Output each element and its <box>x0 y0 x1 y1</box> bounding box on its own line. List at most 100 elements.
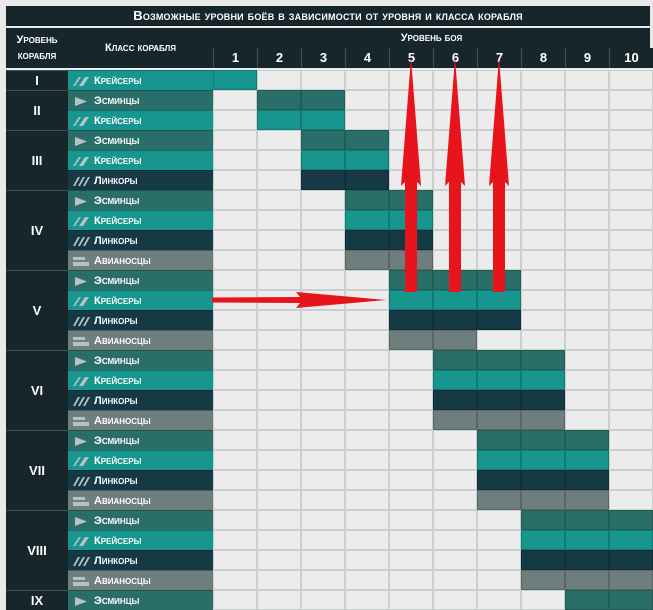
battle-cell-empty <box>609 490 653 510</box>
ship-class-label: Крейсеры <box>94 295 142 307</box>
battle-cell-empty <box>565 150 609 170</box>
battle-cell-active <box>433 310 477 330</box>
battle-cell-empty <box>213 290 257 310</box>
battle-cell-active <box>477 450 521 470</box>
battle-level-2: 2 <box>257 48 301 68</box>
battle-cell-empty <box>345 570 389 590</box>
battle-cell-empty <box>433 250 477 270</box>
battle-cell-empty <box>301 550 345 570</box>
ship-class-cell: Эсминцы <box>68 90 213 110</box>
battle-cell-empty <box>389 150 433 170</box>
battle-cell-empty <box>389 370 433 390</box>
battle-cell-empty <box>565 130 609 150</box>
battle-cell-empty <box>565 230 609 250</box>
ship-class-label: Крейсеры <box>94 375 142 387</box>
battle-cell-empty <box>565 370 609 390</box>
battle-cell-empty <box>521 210 565 230</box>
battleship-icon <box>72 236 90 247</box>
battleship-icon <box>72 316 90 327</box>
ship-class-label: Авианосцы <box>94 575 151 587</box>
battle-cell-empty <box>565 210 609 230</box>
ship-class-cell: Крейсеры <box>68 110 213 130</box>
battle-cell-empty <box>257 350 301 370</box>
ship-class-cell: Крейсеры <box>68 450 213 470</box>
battle-cell-active <box>301 130 345 150</box>
battle-cell-empty <box>477 570 521 590</box>
battle-cell-empty <box>213 550 257 570</box>
battle-cell-active <box>389 210 433 230</box>
battle-cell-active <box>213 70 257 90</box>
battle-level-10: 10 <box>609 48 653 68</box>
battle-cell-empty <box>213 530 257 550</box>
battle-cell-empty <box>389 430 433 450</box>
ship-class-label: Крейсеры <box>94 75 142 87</box>
battle-cell-active <box>301 170 345 190</box>
battle-cell-active <box>389 310 433 330</box>
battleship-icon <box>72 476 90 487</box>
battle-cell-active <box>521 490 565 510</box>
battle-cell-empty <box>257 170 301 190</box>
ship-class-label: Линкоры <box>94 175 138 187</box>
battle-cell-empty <box>345 330 389 350</box>
battle-cell-empty <box>257 450 301 470</box>
destroyer-icon <box>72 96 90 107</box>
battle-cell-empty <box>565 170 609 190</box>
battle-cell-active <box>609 570 653 590</box>
battle-cell-empty <box>345 270 389 290</box>
battle-cell-empty <box>389 130 433 150</box>
ship-class-label: Линкоры <box>94 555 138 567</box>
battle-cell-empty <box>433 430 477 450</box>
ship-class-label: Эсминцы <box>94 595 140 607</box>
battle-cell-active <box>521 350 565 370</box>
battle-cell-empty <box>521 150 565 170</box>
battle-cell-empty <box>213 310 257 330</box>
battle-cell-active <box>565 550 609 570</box>
battle-level-1: 1 <box>213 48 257 68</box>
ship-tier-V: V <box>6 270 68 350</box>
battle-cell-empty <box>257 510 301 530</box>
battle-cell-empty <box>477 530 521 550</box>
battle-cell-empty <box>257 210 301 230</box>
ship-class-cell: Авианосцы <box>68 490 213 510</box>
battle-cell-empty <box>257 270 301 290</box>
battle-cell-empty <box>301 190 345 210</box>
battle-cell-empty <box>213 370 257 390</box>
battle-cell-active <box>301 110 345 130</box>
battle-cell-empty <box>609 270 653 290</box>
battle-cell-empty <box>433 570 477 590</box>
battle-cell-empty <box>345 530 389 550</box>
battle-cell-active <box>389 330 433 350</box>
battle-cell-active <box>609 590 653 610</box>
battle-cell-empty <box>389 450 433 470</box>
battle-cell-empty <box>213 570 257 590</box>
battle-cell-empty <box>345 70 389 90</box>
battle-cell-empty <box>609 390 653 410</box>
battle-cell-empty <box>389 70 433 90</box>
battle-cell-active <box>389 290 433 310</box>
battle-cell-active <box>477 270 521 290</box>
battle-cell-empty <box>213 130 257 150</box>
battle-cell-active <box>565 570 609 590</box>
battle-cell-empty <box>389 570 433 590</box>
battle-cell-empty <box>301 350 345 370</box>
ship-class-label: Крейсеры <box>94 455 142 467</box>
battle-cell-empty <box>609 310 653 330</box>
battle-cell-empty <box>433 590 477 610</box>
battle-cell-active <box>609 510 653 530</box>
battle-cell-empty <box>301 290 345 310</box>
battle-cell-active <box>301 150 345 170</box>
battle-cell-active <box>477 410 521 430</box>
battle-cell-active <box>477 430 521 450</box>
battle-cell-empty <box>345 490 389 510</box>
ship-class-cell: Эсминцы <box>68 130 213 150</box>
ship-level-header: Уровень корабля <box>6 28 68 68</box>
battle-cell-empty <box>389 510 433 530</box>
battle-cell-empty <box>433 190 477 210</box>
battle-cell-active <box>565 510 609 530</box>
ship-tier-I: I <box>6 70 68 90</box>
battle-cell-empty <box>477 110 521 130</box>
battle-cell-empty <box>213 230 257 250</box>
battle-cell-empty <box>345 110 389 130</box>
ship-class-cell: Авианосцы <box>68 570 213 590</box>
battle-cell-empty <box>433 110 477 130</box>
